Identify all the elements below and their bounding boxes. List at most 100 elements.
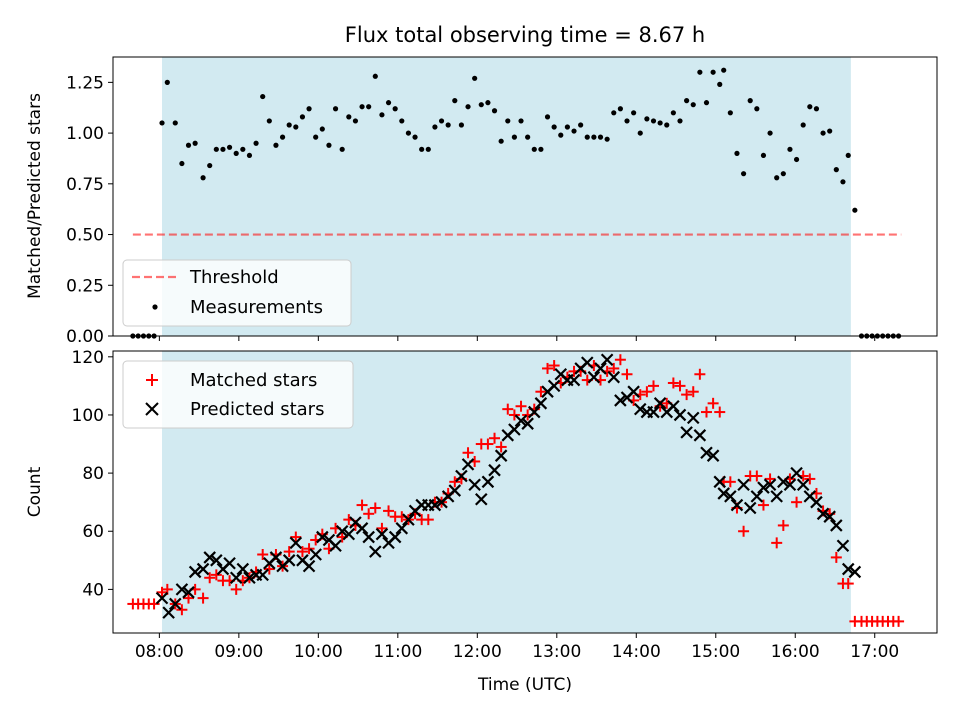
matched-star-point: [842, 578, 854, 590]
predicted-star-point: [289, 536, 303, 550]
matched-star-point: [383, 505, 395, 517]
predicted-star-point: [508, 423, 521, 436]
predicted-star-point: [468, 478, 481, 492]
count-legend: Matched stars Predicted stars: [122, 360, 354, 429]
measurement-point: [727, 110, 733, 116]
matched-star-point: [230, 583, 242, 595]
matched-star-point: [283, 546, 295, 558]
ratio-plot-frame: [112, 56, 938, 337]
time-x-tick-label: 08:00: [135, 642, 184, 662]
measurement-point: [472, 75, 478, 81]
measurement-point: [273, 142, 279, 148]
measurement-point: [240, 146, 246, 152]
count-plot-frame: [112, 350, 938, 634]
measurement-point: [760, 152, 767, 159]
matched-star-point: [376, 522, 388, 534]
matched-star-point: [176, 604, 188, 616]
count-y-tick-label: 60: [82, 522, 104, 542]
predicted-star-point: [653, 397, 667, 410]
measurement-point: [650, 118, 657, 124]
time-x-tick-label: 16:00: [771, 642, 820, 662]
predicted-star-point: [455, 469, 468, 483]
measurement-point: [657, 120, 663, 126]
measurement-point: [432, 124, 438, 130]
matched-legend-swatch: [146, 374, 158, 386]
measurement-point: [793, 156, 800, 163]
measurement-point: [352, 118, 359, 124]
predicted-star-point: [673, 408, 687, 422]
ratio-y-tick-label: 0.00: [66, 327, 104, 347]
predicted-star-point: [680, 426, 693, 439]
predicted-star-point: [282, 554, 296, 567]
matched-star-point: [449, 476, 461, 488]
matched-star-point: [724, 476, 736, 488]
predicted-star-point: [770, 490, 783, 503]
measurement-point: [164, 79, 170, 85]
measurement-point: [339, 146, 345, 152]
predicted-star-point: [521, 417, 534, 430]
predicted-legend-swatch: [145, 402, 159, 416]
measurement-point: [192, 140, 198, 146]
matched-star-point: [296, 546, 308, 558]
predicted-star-point: [494, 449, 508, 462]
measurement-point: [253, 140, 259, 146]
measurement-point: [604, 136, 610, 142]
measurement-point: [754, 106, 760, 112]
measurement-point: [558, 132, 564, 138]
measurement-point: [425, 146, 431, 152]
predicted-star-point: [309, 548, 322, 561]
matched-star-point: [369, 502, 381, 514]
measurement-point: [319, 126, 325, 132]
predicted-star-point: [182, 586, 195, 599]
measurement-point: [366, 104, 372, 110]
matched-star-point: [694, 368, 706, 380]
predicted-star-point: [594, 362, 607, 375]
predicted-star-point: [188, 565, 202, 579]
measurement-point: [286, 122, 292, 128]
matched-star-point: [356, 499, 368, 511]
predicted-star-point: [488, 463, 501, 477]
predicted-star-point: [162, 606, 175, 619]
predicted-star-point: [633, 402, 647, 416]
predicted-star-point: [757, 481, 770, 494]
measurement-point: [279, 134, 286, 140]
count-y-tick-label: 100: [72, 406, 104, 426]
measurement-point: [200, 175, 206, 181]
measurement-point: [172, 120, 178, 126]
time-x-tick-label: 15:00: [691, 642, 740, 662]
time-x-axis-label: Time (UTC): [477, 675, 572, 695]
predicted-star-point: [730, 498, 744, 512]
matched-star-point: [714, 406, 726, 418]
predicted-star-point: [713, 475, 727, 489]
matched-star-point: [197, 592, 209, 604]
measurement-point: [445, 122, 451, 128]
measurement-point: [405, 130, 412, 136]
predicted-star-point: [693, 429, 707, 442]
predicted-star-point: [155, 591, 169, 605]
predicted-star-point: [481, 475, 495, 489]
predicted-star-point: [388, 530, 402, 544]
measurement-point: [518, 118, 524, 124]
predicted-star-point: [700, 446, 713, 460]
matched-star-point: [495, 441, 507, 453]
matched-star-point: [183, 592, 195, 604]
measurement-point: [220, 146, 226, 152]
predicted-star-point: [168, 597, 182, 611]
measurement-point: [159, 120, 165, 126]
predicted-star-point: [335, 524, 349, 538]
predicted-star-point: [243, 571, 256, 585]
ratio-y-tick-label: 0.75: [66, 175, 104, 195]
ratio-y-tick-label: 0.50: [66, 226, 104, 246]
predicted-star-point: [342, 527, 356, 541]
measurement-point: [584, 134, 590, 140]
predicted-star-point: [534, 397, 548, 410]
matched-star-point: [548, 360, 560, 372]
measurement-point: [697, 69, 703, 75]
measurement-point: [185, 142, 192, 148]
measurement-point: [833, 167, 839, 173]
matched-star-point: [707, 397, 719, 409]
measurement-point: [233, 150, 239, 156]
predicted-star-point: [448, 484, 462, 497]
matched-star-point: [687, 386, 699, 398]
time-x-tick-label: 13:00: [532, 642, 581, 662]
